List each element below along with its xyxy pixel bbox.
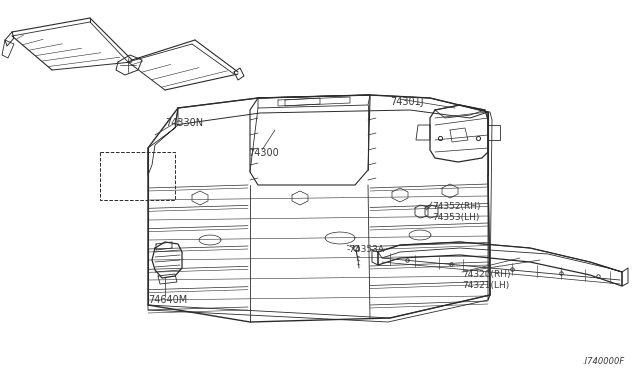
Text: 74330N: 74330N [165,118,203,128]
Text: -74353A: -74353A [347,245,385,254]
Text: 74352(RH): 74352(RH) [432,202,481,211]
Text: 74301J: 74301J [390,97,424,107]
Text: 74300: 74300 [248,148,279,158]
Text: .I740000F: .I740000F [583,357,625,366]
Text: 74321(LH): 74321(LH) [462,281,509,290]
Text: 74353(LH): 74353(LH) [432,213,479,222]
Text: 74640M: 74640M [148,295,188,305]
Text: 74320(RH): 74320(RH) [462,270,511,279]
